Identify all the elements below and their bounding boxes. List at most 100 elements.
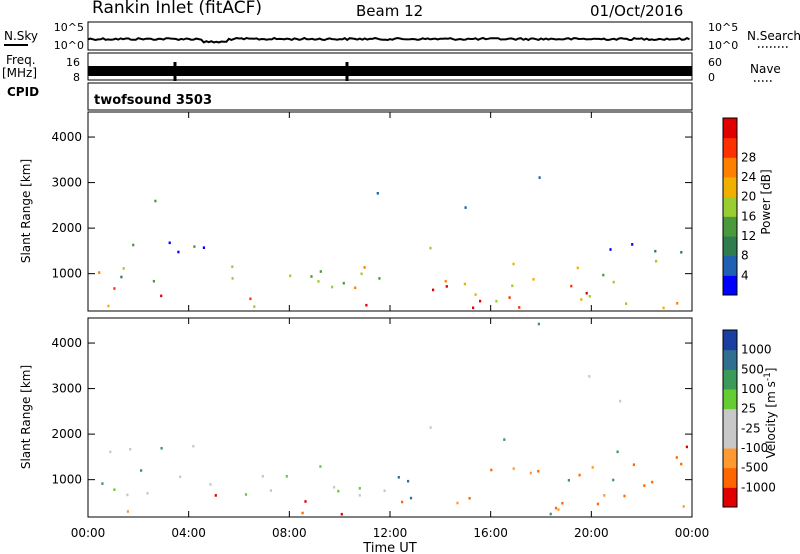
velocity-echo bbox=[456, 501, 459, 505]
power-echo bbox=[508, 296, 511, 299]
velocity-echo bbox=[358, 487, 361, 490]
velocity-echo bbox=[578, 473, 581, 477]
nave-tick-top: 60 bbox=[708, 56, 722, 69]
time-tick-label: 00:00 bbox=[71, 526, 106, 540]
power-echo bbox=[376, 192, 379, 195]
velocity-colorbar-tick: -1000 bbox=[741, 480, 776, 494]
velocity-field bbox=[101, 322, 688, 516]
noise-right-tick-bottom: 10^0 bbox=[708, 39, 738, 52]
power-echo bbox=[154, 199, 157, 203]
cpid-value: twofsound 3503 bbox=[94, 93, 212, 108]
velocity-echo bbox=[512, 467, 515, 470]
velocity-echo bbox=[591, 466, 594, 469]
velocity-echo bbox=[409, 496, 413, 500]
velocity-colorbar-swatch bbox=[723, 467, 737, 488]
velocity-echo bbox=[529, 471, 532, 475]
velocity-echo bbox=[561, 501, 564, 505]
power-echo bbox=[331, 285, 334, 289]
velocity-echo bbox=[549, 512, 552, 516]
velocity-echo bbox=[675, 456, 678, 459]
power-echo bbox=[354, 286, 357, 290]
power-echo bbox=[532, 278, 535, 281]
power-echo bbox=[113, 287, 116, 290]
power-echo bbox=[432, 288, 435, 292]
velocity-echo bbox=[632, 463, 635, 466]
power-echo bbox=[365, 303, 368, 307]
range-tick-label: 3000 bbox=[51, 382, 82, 396]
velocity-echo bbox=[616, 450, 619, 454]
velocity-colorbar-swatch bbox=[723, 408, 737, 429]
velocity-colorbar-tick: 100 bbox=[741, 382, 764, 396]
power-echo bbox=[342, 281, 345, 285]
velocity-panel-frame bbox=[87, 317, 693, 518]
power-echo bbox=[249, 297, 252, 301]
velocity-colorbar-swatch bbox=[723, 349, 737, 370]
velocity-echo bbox=[596, 502, 599, 506]
power-echo bbox=[168, 241, 171, 245]
power-echo bbox=[107, 304, 110, 308]
power-colorbar-label: Power [dB] bbox=[759, 169, 773, 234]
power-colorbar-swatch bbox=[723, 177, 737, 198]
power-colorbar-swatch bbox=[723, 216, 737, 237]
power-echo bbox=[662, 306, 665, 310]
velocity-echo bbox=[651, 480, 654, 484]
power-colorbar-swatch bbox=[723, 196, 737, 217]
velocity-panel: 1000 2000 3000 4000 Slant Range [km] 1000 50… bbox=[19, 317, 778, 518]
range-tick-label: 1000 bbox=[51, 473, 82, 487]
power-echo bbox=[479, 299, 482, 303]
velocity-echo bbox=[333, 485, 336, 489]
time-axis-ticks: 00:00 04:00 08:00 12:00 16:00 20:00 00:00 bbox=[71, 112, 710, 540]
velocity-echo bbox=[383, 489, 386, 492]
date-label: 01/Oct/2016 bbox=[590, 2, 683, 20]
velocity-echo bbox=[619, 399, 622, 403]
power-echo bbox=[474, 293, 477, 296]
power-echo bbox=[193, 245, 196, 248]
power-echo bbox=[585, 291, 588, 295]
frequency-left-label: Freq. bbox=[6, 53, 36, 67]
velocity-echo bbox=[140, 469, 143, 472]
velocity-echo bbox=[407, 479, 410, 483]
velocity-echo bbox=[490, 468, 493, 472]
velocity-echo bbox=[643, 484, 646, 487]
power-echo bbox=[231, 265, 234, 268]
power-echo bbox=[612, 280, 615, 284]
power-colorbar-swatch bbox=[723, 157, 737, 178]
power-colorbar-swatch bbox=[723, 275, 737, 296]
velocity-colorbar: 1000 500 100 25 -25 -100 -500 -1000 bbox=[722, 329, 776, 508]
power-echo bbox=[518, 306, 521, 309]
velocity-echo bbox=[503, 438, 506, 441]
power-colorbar-tick: 12 bbox=[741, 229, 756, 243]
power-colorbar-tick: 16 bbox=[741, 209, 756, 223]
frequency-tick-top: 16 bbox=[66, 56, 80, 69]
velocity-echo bbox=[126, 510, 129, 513]
power-echo bbox=[152, 279, 155, 283]
power-echo bbox=[463, 282, 466, 286]
power-echo bbox=[120, 275, 123, 279]
velocity-echo bbox=[397, 476, 400, 479]
velocity-colorbar-swatch bbox=[723, 369, 737, 390]
frequency-band-fill bbox=[88, 66, 692, 76]
range-tick-label: 4000 bbox=[51, 336, 82, 350]
noise-left-tick-top: 10^5 bbox=[54, 21, 84, 34]
power-echo bbox=[317, 280, 320, 283]
power-echo bbox=[654, 249, 657, 253]
time-tick-label: 00:00 bbox=[675, 526, 710, 540]
nave-tick-bottom: 0 bbox=[708, 71, 715, 84]
velocity-colorbar-swatch bbox=[723, 448, 737, 469]
power-echo bbox=[289, 274, 292, 278]
range-tick-label: 4000 bbox=[51, 130, 82, 144]
power-echo bbox=[160, 294, 163, 298]
velocity-echo bbox=[269, 489, 272, 492]
beam-label: Beam 12 bbox=[356, 2, 423, 20]
power-panel: 1000 2000 3000 4000 Slant Range [km] 4 8 12 16… bbox=[19, 111, 773, 312]
velocity-colorbar-swatch bbox=[723, 389, 737, 410]
power-echo bbox=[576, 266, 579, 270]
velocity-colorbar-tick: 25 bbox=[741, 402, 756, 416]
velocity-echo bbox=[101, 482, 104, 485]
velocity-colorbar-tick: -500 bbox=[741, 461, 768, 475]
time-tick-label: 20:00 bbox=[574, 526, 609, 540]
power-colorbar-swatch bbox=[723, 255, 737, 276]
time-axis-label: Time UT bbox=[362, 541, 416, 554]
power-echo bbox=[680, 251, 683, 254]
